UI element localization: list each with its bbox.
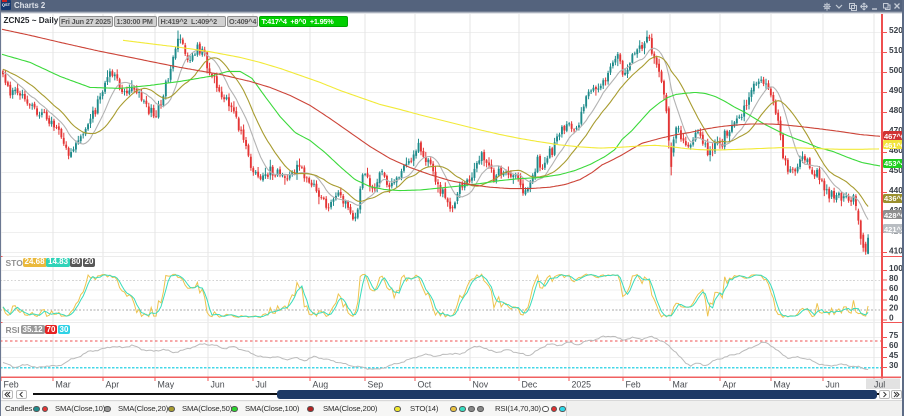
svg-text:440: 440 <box>889 185 903 195</box>
svg-text:Mar: Mar <box>56 380 71 390</box>
svg-text:May: May <box>774 380 791 390</box>
svg-text:May: May <box>158 380 175 390</box>
svg-text:490: 490 <box>889 85 903 95</box>
svg-text:100: 100 <box>889 263 903 273</box>
svg-text:Dec: Dec <box>522 380 538 390</box>
svg-text:500: 500 <box>889 65 903 75</box>
svg-text:Feb: Feb <box>626 380 641 390</box>
svg-text:Nov: Nov <box>473 380 489 390</box>
svg-text:Feb: Feb <box>4 380 19 390</box>
svg-text:20: 20 <box>889 303 899 313</box>
svg-text:0: 0 <box>889 313 894 323</box>
svg-text:60: 60 <box>889 340 899 350</box>
svg-text:Sep: Sep <box>368 380 384 390</box>
svg-text:80: 80 <box>889 273 899 283</box>
svg-text:Oct: Oct <box>418 380 432 390</box>
svg-text:Jul: Jul <box>874 380 885 390</box>
svg-text:40: 40 <box>889 293 899 303</box>
svg-text:410: 410 <box>889 245 903 255</box>
svg-text:450: 450 <box>889 165 903 175</box>
svg-text:Apr: Apr <box>723 380 737 390</box>
svg-text:460: 460 <box>889 145 903 155</box>
svg-text:45: 45 <box>889 350 899 360</box>
svg-text:75: 75 <box>889 330 899 340</box>
svg-text:480: 480 <box>889 105 903 115</box>
svg-text:Apr: Apr <box>106 380 120 390</box>
svg-text:Mar: Mar <box>673 380 688 390</box>
svg-text:Jul: Jul <box>256 380 267 390</box>
svg-text:Jun: Jun <box>211 380 225 390</box>
svg-text:520: 520 <box>889 25 903 35</box>
svg-text:30: 30 <box>889 360 899 370</box>
svg-text:470: 470 <box>889 125 903 135</box>
svg-text:510: 510 <box>889 45 903 55</box>
svg-text:60: 60 <box>889 283 899 293</box>
svg-text:Aug: Aug <box>313 380 329 390</box>
svg-text:2025: 2025 <box>572 380 592 390</box>
svg-text:Jun: Jun <box>826 380 840 390</box>
